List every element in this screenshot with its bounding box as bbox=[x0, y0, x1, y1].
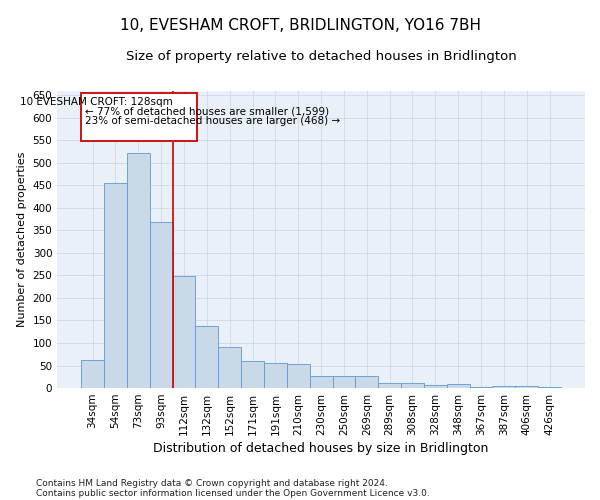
Bar bbox=[104, 182, 127, 388]
Bar bbox=[332, 376, 355, 388]
Text: Contains public sector information licensed under the Open Government Licence v3: Contains public sector information licen… bbox=[36, 488, 430, 498]
Y-axis label: Number of detached properties: Number of detached properties bbox=[17, 152, 27, 327]
Bar bbox=[424, 386, 447, 388]
Bar bbox=[241, 360, 264, 388]
X-axis label: Distribution of detached houses by size in Bridlington: Distribution of detached houses by size … bbox=[154, 442, 489, 455]
Bar bbox=[447, 384, 470, 388]
Bar bbox=[149, 222, 173, 388]
Bar bbox=[470, 386, 493, 388]
Text: ← 77% of detached houses are smaller (1,599): ← 77% of detached houses are smaller (1,… bbox=[85, 107, 329, 117]
Bar bbox=[515, 386, 538, 388]
Text: 23% of semi-detached houses are larger (468) →: 23% of semi-detached houses are larger (… bbox=[85, 116, 340, 126]
Text: 10, EVESHAM CROFT, BRIDLINGTON, YO16 7BH: 10, EVESHAM CROFT, BRIDLINGTON, YO16 7BH bbox=[119, 18, 481, 32]
Bar bbox=[401, 382, 424, 388]
Bar bbox=[287, 364, 310, 388]
Bar bbox=[264, 364, 287, 388]
Bar bbox=[127, 153, 149, 388]
Bar bbox=[218, 347, 241, 388]
Bar bbox=[493, 386, 515, 388]
Text: 10 EVESHAM CROFT: 128sqm: 10 EVESHAM CROFT: 128sqm bbox=[20, 98, 172, 108]
Bar bbox=[538, 386, 561, 388]
Bar bbox=[173, 276, 196, 388]
Bar bbox=[196, 326, 218, 388]
Text: Contains HM Land Registry data © Crown copyright and database right 2024.: Contains HM Land Registry data © Crown c… bbox=[36, 478, 388, 488]
Bar bbox=[378, 383, 401, 388]
FancyBboxPatch shape bbox=[80, 93, 197, 141]
Title: Size of property relative to detached houses in Bridlington: Size of property relative to detached ho… bbox=[126, 50, 517, 63]
Bar bbox=[355, 376, 378, 388]
Bar bbox=[310, 376, 332, 388]
Bar bbox=[81, 360, 104, 388]
